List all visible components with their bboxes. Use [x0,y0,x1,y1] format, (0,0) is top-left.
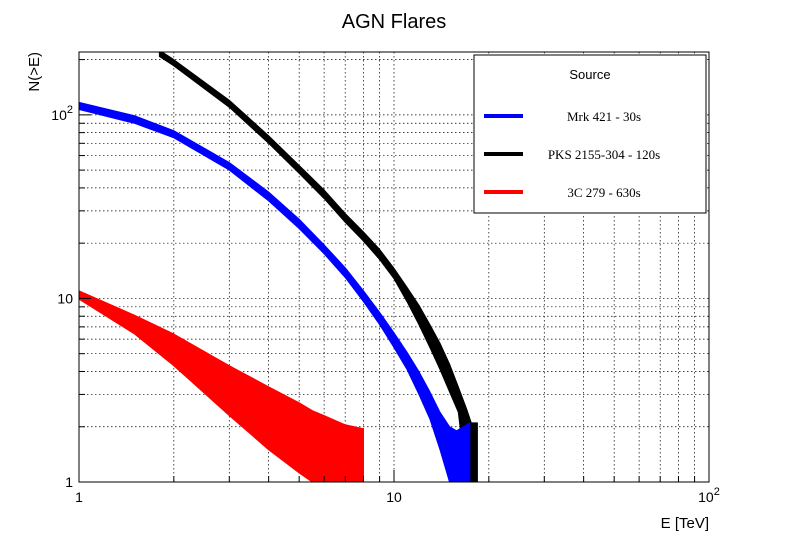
x-axis-label: E [TeV] [661,515,709,532]
y-tick-label: 10 [57,290,73,306]
x-tick-label: 102 [698,486,720,505]
band-pks-2155-304-120s [158,52,478,482]
legend-label: PKS 2155-304 - 120s [548,147,660,162]
y-tick-label: 1 [65,474,73,490]
legend-label: 3C 279 - 630s [567,185,640,200]
chart-title: AGN Flares [342,11,446,33]
x-tick-label: 10 [386,489,402,505]
legend-label: Mrk 421 - 30s [567,109,641,124]
band-3c-279-630s [79,290,364,482]
band-mrk-421-30s [79,101,471,482]
x-tick-label: 1 [75,489,83,505]
tick-layer [79,59,696,482]
legend-title: Source [569,67,610,82]
band-layer [79,52,478,482]
y-axis-label: N(>E) [26,52,43,92]
y-tick-label: 102 [51,104,73,123]
legend-entries: Mrk 421 - 30s PKS 2155-304 - 120s 3C 279 -… [484,109,660,200]
legend: Source Mrk 421 - 30s PKS 2155-304 - 120s 3… [473,54,707,214]
tick-label-layer: 1 10 102 1 10 102 [51,104,720,505]
legend-box [473,54,707,214]
